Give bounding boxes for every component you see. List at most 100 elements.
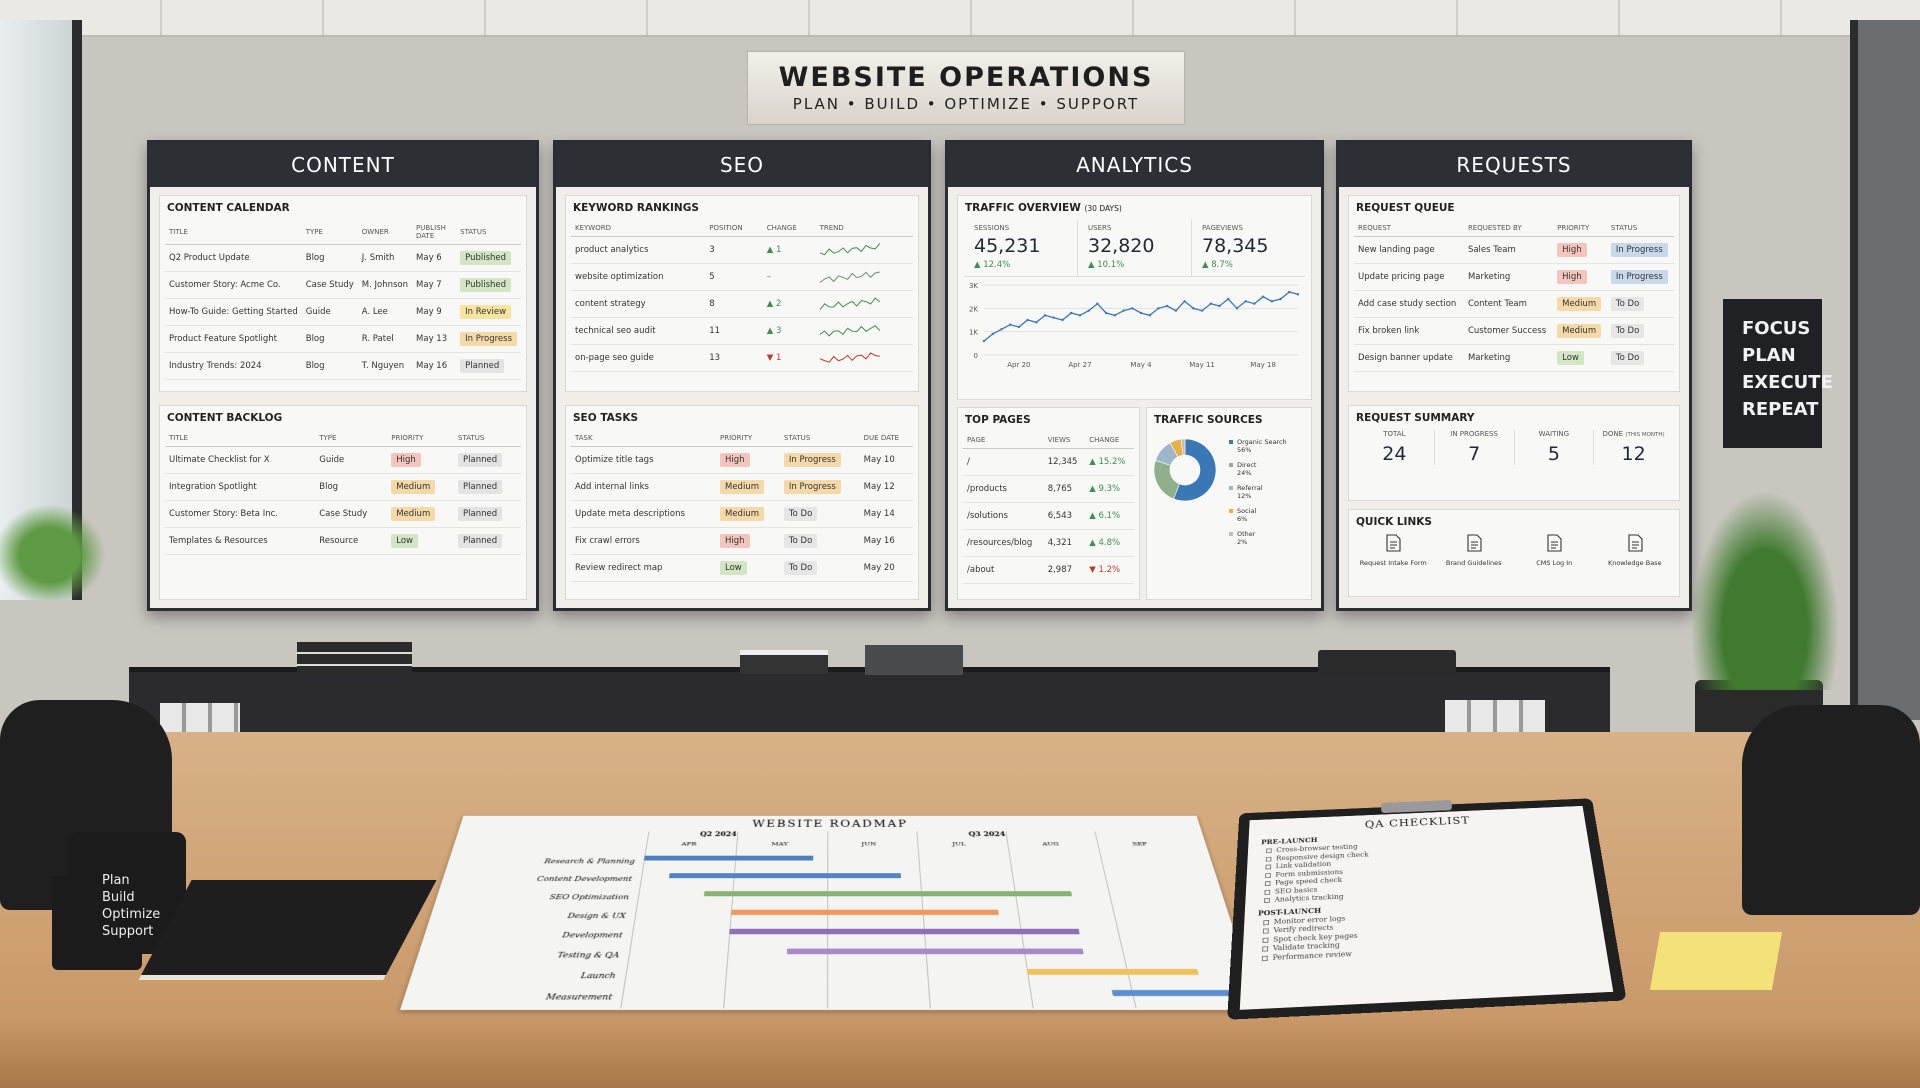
status-pill: Medium — [391, 480, 435, 494]
cell-text: Product Feature Spotlight — [169, 334, 277, 344]
section-title: TRAFFIC SOURCES — [1147, 408, 1311, 432]
table-cell: Sales Team — [1464, 237, 1553, 264]
table-cell: Case Study — [315, 501, 387, 528]
change-value: ▲ 6.1% — [1089, 511, 1120, 521]
kpi-label: SESSIONS — [974, 224, 1067, 232]
column-header: PUBLISH DATE — [412, 220, 456, 245]
icon-outline — [1387, 535, 1400, 551]
x-tick-label: Apr 20 — [1007, 361, 1030, 369]
table-cell: Low — [1553, 345, 1607, 372]
table-cell: Planned — [454, 474, 521, 501]
tray — [740, 650, 828, 674]
summary-row: TOTAL 24 IN PROGRESS 7 WAITING 5 DONE (THIS MO… — [1355, 430, 1673, 465]
table-cell: High — [716, 528, 780, 555]
quick-link[interactable]: Brand Guidelines — [1434, 534, 1515, 567]
table-cell: ▲ 15.2% — [1085, 449, 1134, 476]
kpi-value: 32,820 — [1088, 235, 1181, 257]
table-row: website optimization 5– — [571, 264, 913, 291]
legend-swatch — [1229, 532, 1233, 536]
traffic-point — [1236, 307, 1238, 309]
table-cell: M. Johnson — [358, 272, 412, 299]
quick-link[interactable]: CMS Log In — [1514, 534, 1595, 567]
table-cell: 3 — [705, 237, 762, 264]
traffic-point — [1210, 302, 1212, 304]
summary-label: IN PROGRESS — [1435, 430, 1514, 438]
table-cell: To Do — [780, 528, 860, 555]
cell-text: 11 — [709, 326, 720, 336]
table-cell: May 6 — [412, 245, 456, 272]
cell-text: Guide — [306, 307, 331, 317]
summary-item: TOTAL 24 — [1355, 430, 1434, 465]
table-cell: Fix crawl errors — [571, 528, 716, 555]
table-cell: High — [1553, 264, 1607, 291]
link-icon — [1385, 534, 1401, 552]
table-cell: Integration Spotlight — [165, 474, 315, 501]
table: TASK PRIORITY STATUS DUE DATE Optimize title… — [571, 430, 913, 582]
table-cell: To Do — [1607, 318, 1674, 345]
table-row: Fix crawl errors High To Do May 16 — [571, 528, 913, 555]
cell-text: Review redirect map — [575, 563, 662, 573]
table-cell: ▲ 3 — [763, 318, 816, 345]
status-pill: To Do — [784, 534, 817, 548]
checkbox — [1263, 929, 1269, 934]
cell-text: May 16 — [864, 536, 895, 546]
legend-label: Other — [1237, 530, 1256, 538]
status-pill: Planned — [458, 534, 502, 548]
cell-text: How-To Guide: Getting Started — [169, 307, 298, 317]
cell-text: website optimization — [575, 272, 664, 282]
donut-chart: Organic Search56% Direct24% Referral12% Soc… — [1147, 432, 1307, 582]
table-cell — [816, 318, 913, 345]
month-label: AUG — [1042, 841, 1060, 847]
month-label: MAY — [771, 841, 788, 847]
table-cell: Medium — [387, 501, 454, 528]
gantt-bar — [704, 891, 1072, 896]
traffic-point — [1149, 314, 1151, 316]
icon-outline — [1468, 535, 1481, 551]
table-cell — [816, 345, 913, 372]
checkbox — [1265, 865, 1271, 870]
table-cell: Update pricing page — [1354, 264, 1464, 291]
status-pill: In Progress — [460, 332, 517, 346]
header-row: REQUEST REQUESTED BY PRIORITY STATUS — [1354, 220, 1674, 237]
cell-text: May 10 — [864, 455, 895, 465]
status-pill: Published — [460, 278, 511, 292]
table-cell: ▲ 4.8% — [1085, 530, 1134, 557]
table-cell: 8 — [705, 291, 762, 318]
column-header: TITLE — [165, 220, 302, 245]
table-cell: Design banner update — [1354, 345, 1464, 372]
traffic-line — [984, 292, 1298, 341]
sparkline — [820, 349, 882, 365]
mug-word: Build — [102, 889, 186, 906]
legend-label: Direct — [1237, 461, 1257, 469]
quick-link[interactable]: Knowledge Base — [1595, 534, 1676, 567]
quick-link[interactable]: Request Intake Form — [1353, 534, 1434, 567]
table-cell: R. Patel — [358, 326, 412, 353]
traffic-point — [1157, 307, 1159, 309]
cell-text: J. Smith — [362, 253, 395, 263]
roadmap-title: WEBSITE ROADMAP — [459, 819, 1201, 829]
cell-text: Design banner update — [1358, 353, 1453, 363]
table-cell: Update meta descriptions — [571, 501, 716, 528]
table-cell: Industry Trends: 2024 — [165, 353, 302, 380]
cell-text: May 13 — [416, 334, 447, 344]
table-cell — [816, 264, 913, 291]
table-cell: /resources/blog — [963, 530, 1044, 557]
kpi-change: ▲ 10.1% — [1088, 260, 1181, 270]
table-cell: ▲ 2 — [763, 291, 816, 318]
seo-tasks: SEO TASKS TASK PRIORITY STATUS DUE DATE Optim… — [565, 405, 919, 600]
traffic-point — [1201, 309, 1203, 311]
summary-item: WAITING 5 — [1514, 430, 1594, 465]
column-header: VIEWS — [1044, 432, 1086, 449]
cell-text: technical seo audit — [575, 326, 656, 336]
status-pill: To Do — [1611, 297, 1644, 311]
column-header: PRIORITY — [1553, 220, 1607, 237]
traffic-point — [1192, 307, 1194, 309]
table-row: Q2 Product Update Blog J. Smith May 6 Publis… — [165, 245, 521, 272]
table-cell: T. Nguyen — [358, 353, 412, 380]
section-title: REQUEST SUMMARY — [1349, 406, 1679, 430]
cell-text: May 9 — [416, 307, 442, 317]
column-header: STATUS — [1607, 220, 1674, 237]
summary-label: WAITING — [1515, 430, 1594, 438]
traffic-point — [1026, 319, 1028, 321]
